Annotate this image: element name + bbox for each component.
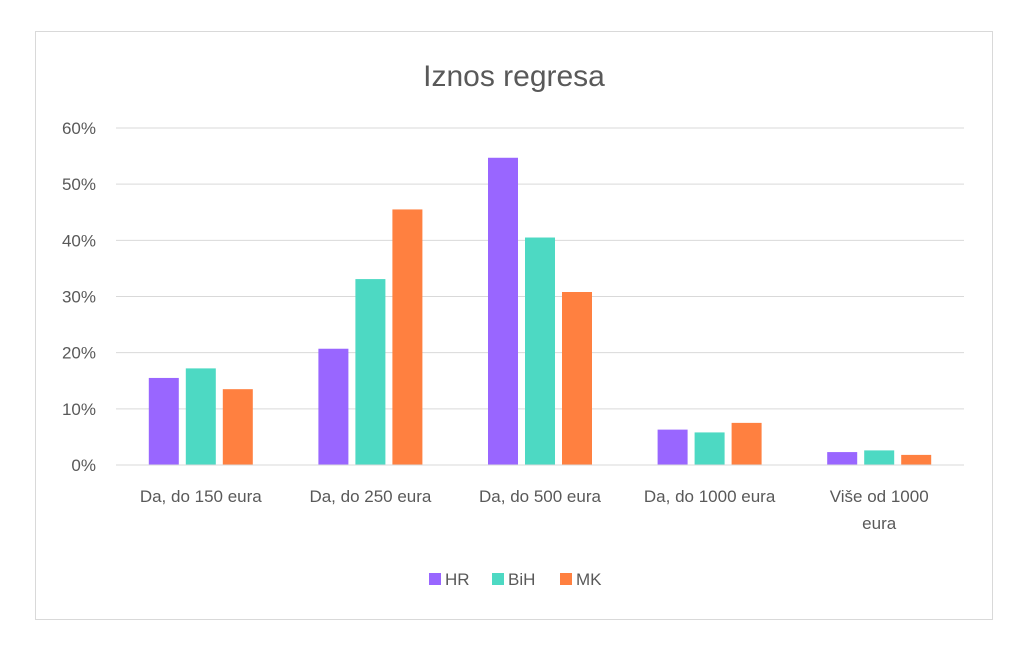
bar-hr [148, 377, 179, 465]
y-tick-label: 0% [71, 456, 96, 475]
bar-hr [827, 452, 858, 465]
chart-title: Iznos regresa [423, 60, 605, 93]
legend-swatch-hr [429, 573, 441, 585]
y-tick-label: 60% [62, 119, 96, 138]
bar-mk [901, 454, 932, 465]
bar-mk [392, 209, 423, 465]
legend: HR BiH MK [429, 570, 602, 589]
bar-mk [222, 389, 253, 465]
bar-mk [562, 292, 592, 465]
legend-swatch-mk [560, 573, 572, 585]
y-tick-label: 10% [62, 400, 96, 419]
bar-bih [185, 368, 216, 465]
bar-bih [525, 237, 555, 465]
x-category-label: Da, do 250 eura [309, 487, 431, 506]
bar-bih [355, 279, 386, 465]
legend-label-mk: MK [576, 570, 602, 589]
bar-bih [864, 450, 895, 465]
bar-hr [657, 429, 688, 465]
bar-bih [694, 432, 725, 465]
y-tick-label: 30% [62, 288, 96, 307]
legend-label-bih: BiH [508, 570, 535, 589]
x-category-label: Više od 1000 eura [830, 487, 929, 533]
y-tick-label: 40% [62, 231, 96, 250]
bar-hr [488, 157, 518, 466]
x-category-label: Da, do 1000 eura [644, 487, 776, 506]
x-category-label: Da, do 500 eura [479, 487, 601, 506]
bar-mk [731, 422, 762, 465]
x-axis-labels: Da, do 150 eura Da, do 250 eura Da, do 500… [140, 487, 929, 533]
bars [116, 157, 964, 466]
x-category-label: Da, do 150 eura [140, 487, 262, 506]
y-tick-label: 50% [62, 175, 96, 194]
legend-label-hr: HR [445, 570, 470, 589]
legend-swatch-bih [492, 573, 504, 585]
bar-hr [318, 348, 349, 465]
y-tick-label: 20% [62, 344, 96, 363]
y-axis-ticks: 0% 10% 20% 30% 40% 50% 60% [62, 119, 96, 475]
